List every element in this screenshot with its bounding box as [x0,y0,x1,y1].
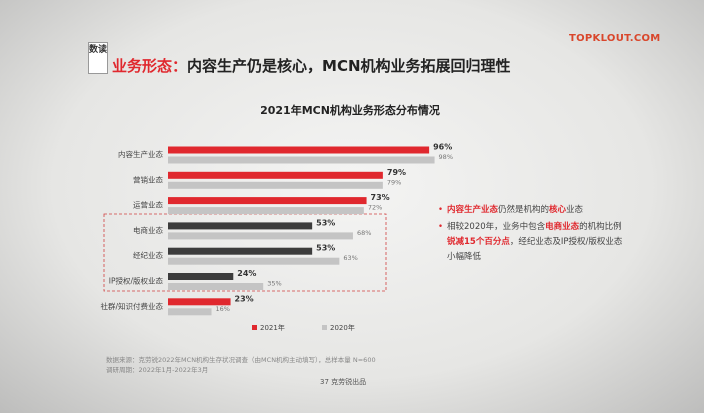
brand: 克劳锐出品 [331,378,367,386]
value-label: 68% [357,229,371,237]
value-label: 24% [237,269,256,278]
category-label: 经纪业态 [133,250,163,260]
bullet-text: 的机构比例 [579,222,622,232]
bar [168,257,340,265]
chart-title: 2021年MCN机构业务形态分布情况 [260,103,440,117]
value-label: 35% [267,280,281,288]
period: 调研周期：2022年1月-2022年3月 [106,366,209,374]
value-label: 96% [433,143,452,152]
bar [168,308,212,316]
title-text: 内容生产仍是核心，MCN机构业务拓展回归理性 [187,57,511,75]
value-label: 53% [316,244,335,253]
value-label: 72% [368,204,382,212]
bar [168,197,367,205]
value-label: 23% [235,294,254,303]
value-label: 16% [216,305,230,313]
bar [168,156,435,164]
bar [168,171,383,179]
badge: 数读 [88,42,108,74]
legend-label: 2020年 [330,323,355,332]
category-label: 电商业态 [133,225,163,235]
bullet-text: 仍然是机构的 [498,205,550,215]
bar [168,181,383,189]
title-lead: 业务形态： [112,57,188,75]
bar [168,283,264,290]
category-label: 营销业态 [133,174,163,184]
bullet-text: 相较2020年，业务中包含 [447,222,546,232]
page-num: 37 [320,378,329,386]
bullet: 内容生产业态仍然是机构的核心业态 [438,203,628,218]
source: 数据来源：克劳锐2022年MCN机构生存状况调查（由MCN机构主动填写），总样本… [106,356,376,364]
legend-swatch [322,325,327,330]
category-label: 内容生产业态 [118,149,163,159]
logo: TOPKLOUT.COM [569,33,661,44]
value-label: 63% [343,254,357,262]
footer: 数据来源：克劳锐2022年MCN机构生存状况调查（由MCN机构主动填写），总样本… [106,355,376,375]
bullet-text: 业态 [566,205,584,215]
bar [168,146,430,154]
category-label: 运营业态 [133,200,163,210]
bar [168,298,231,306]
value-label: 79% [387,168,406,177]
category-label: 社群/知识付费业态 [100,301,163,311]
bar [168,232,353,240]
bullet-text: ，经纪业态及IP授权/版权业态小幅降低 [447,237,623,262]
bullet-text: 电商业态 [545,222,580,232]
value-label: 79% [387,178,401,186]
value-label: 73% [371,193,390,202]
annotations: 内容生产业态仍然是机构的核心业态相较2020年，业务中包含电商业态的机构比例锐减… [438,203,628,267]
page-title: 业务形态：内容生产仍是核心，MCN机构业务拓展回归理性 [112,55,511,76]
bar [168,207,364,215]
category-label: IP授权/版权业态 [109,276,164,286]
bullet-text: 锐减15个百分点 [447,237,510,247]
legend-label: 2021年 [260,323,285,332]
legend-swatch [252,325,257,330]
bar [168,273,234,280]
page-number: 37 克劳锐出品 [320,377,366,387]
bar [168,222,313,230]
bar [168,247,313,255]
bullet-text: 内容生产业态 [447,205,499,215]
value-label: 98% [439,153,453,161]
bullet: 相较2020年，业务中包含电商业态的机构比例锐减15个百分点，经纪业态及IP授权… [438,220,628,265]
value-label: 53% [316,218,335,227]
bullet-text: 核心 [549,205,567,215]
